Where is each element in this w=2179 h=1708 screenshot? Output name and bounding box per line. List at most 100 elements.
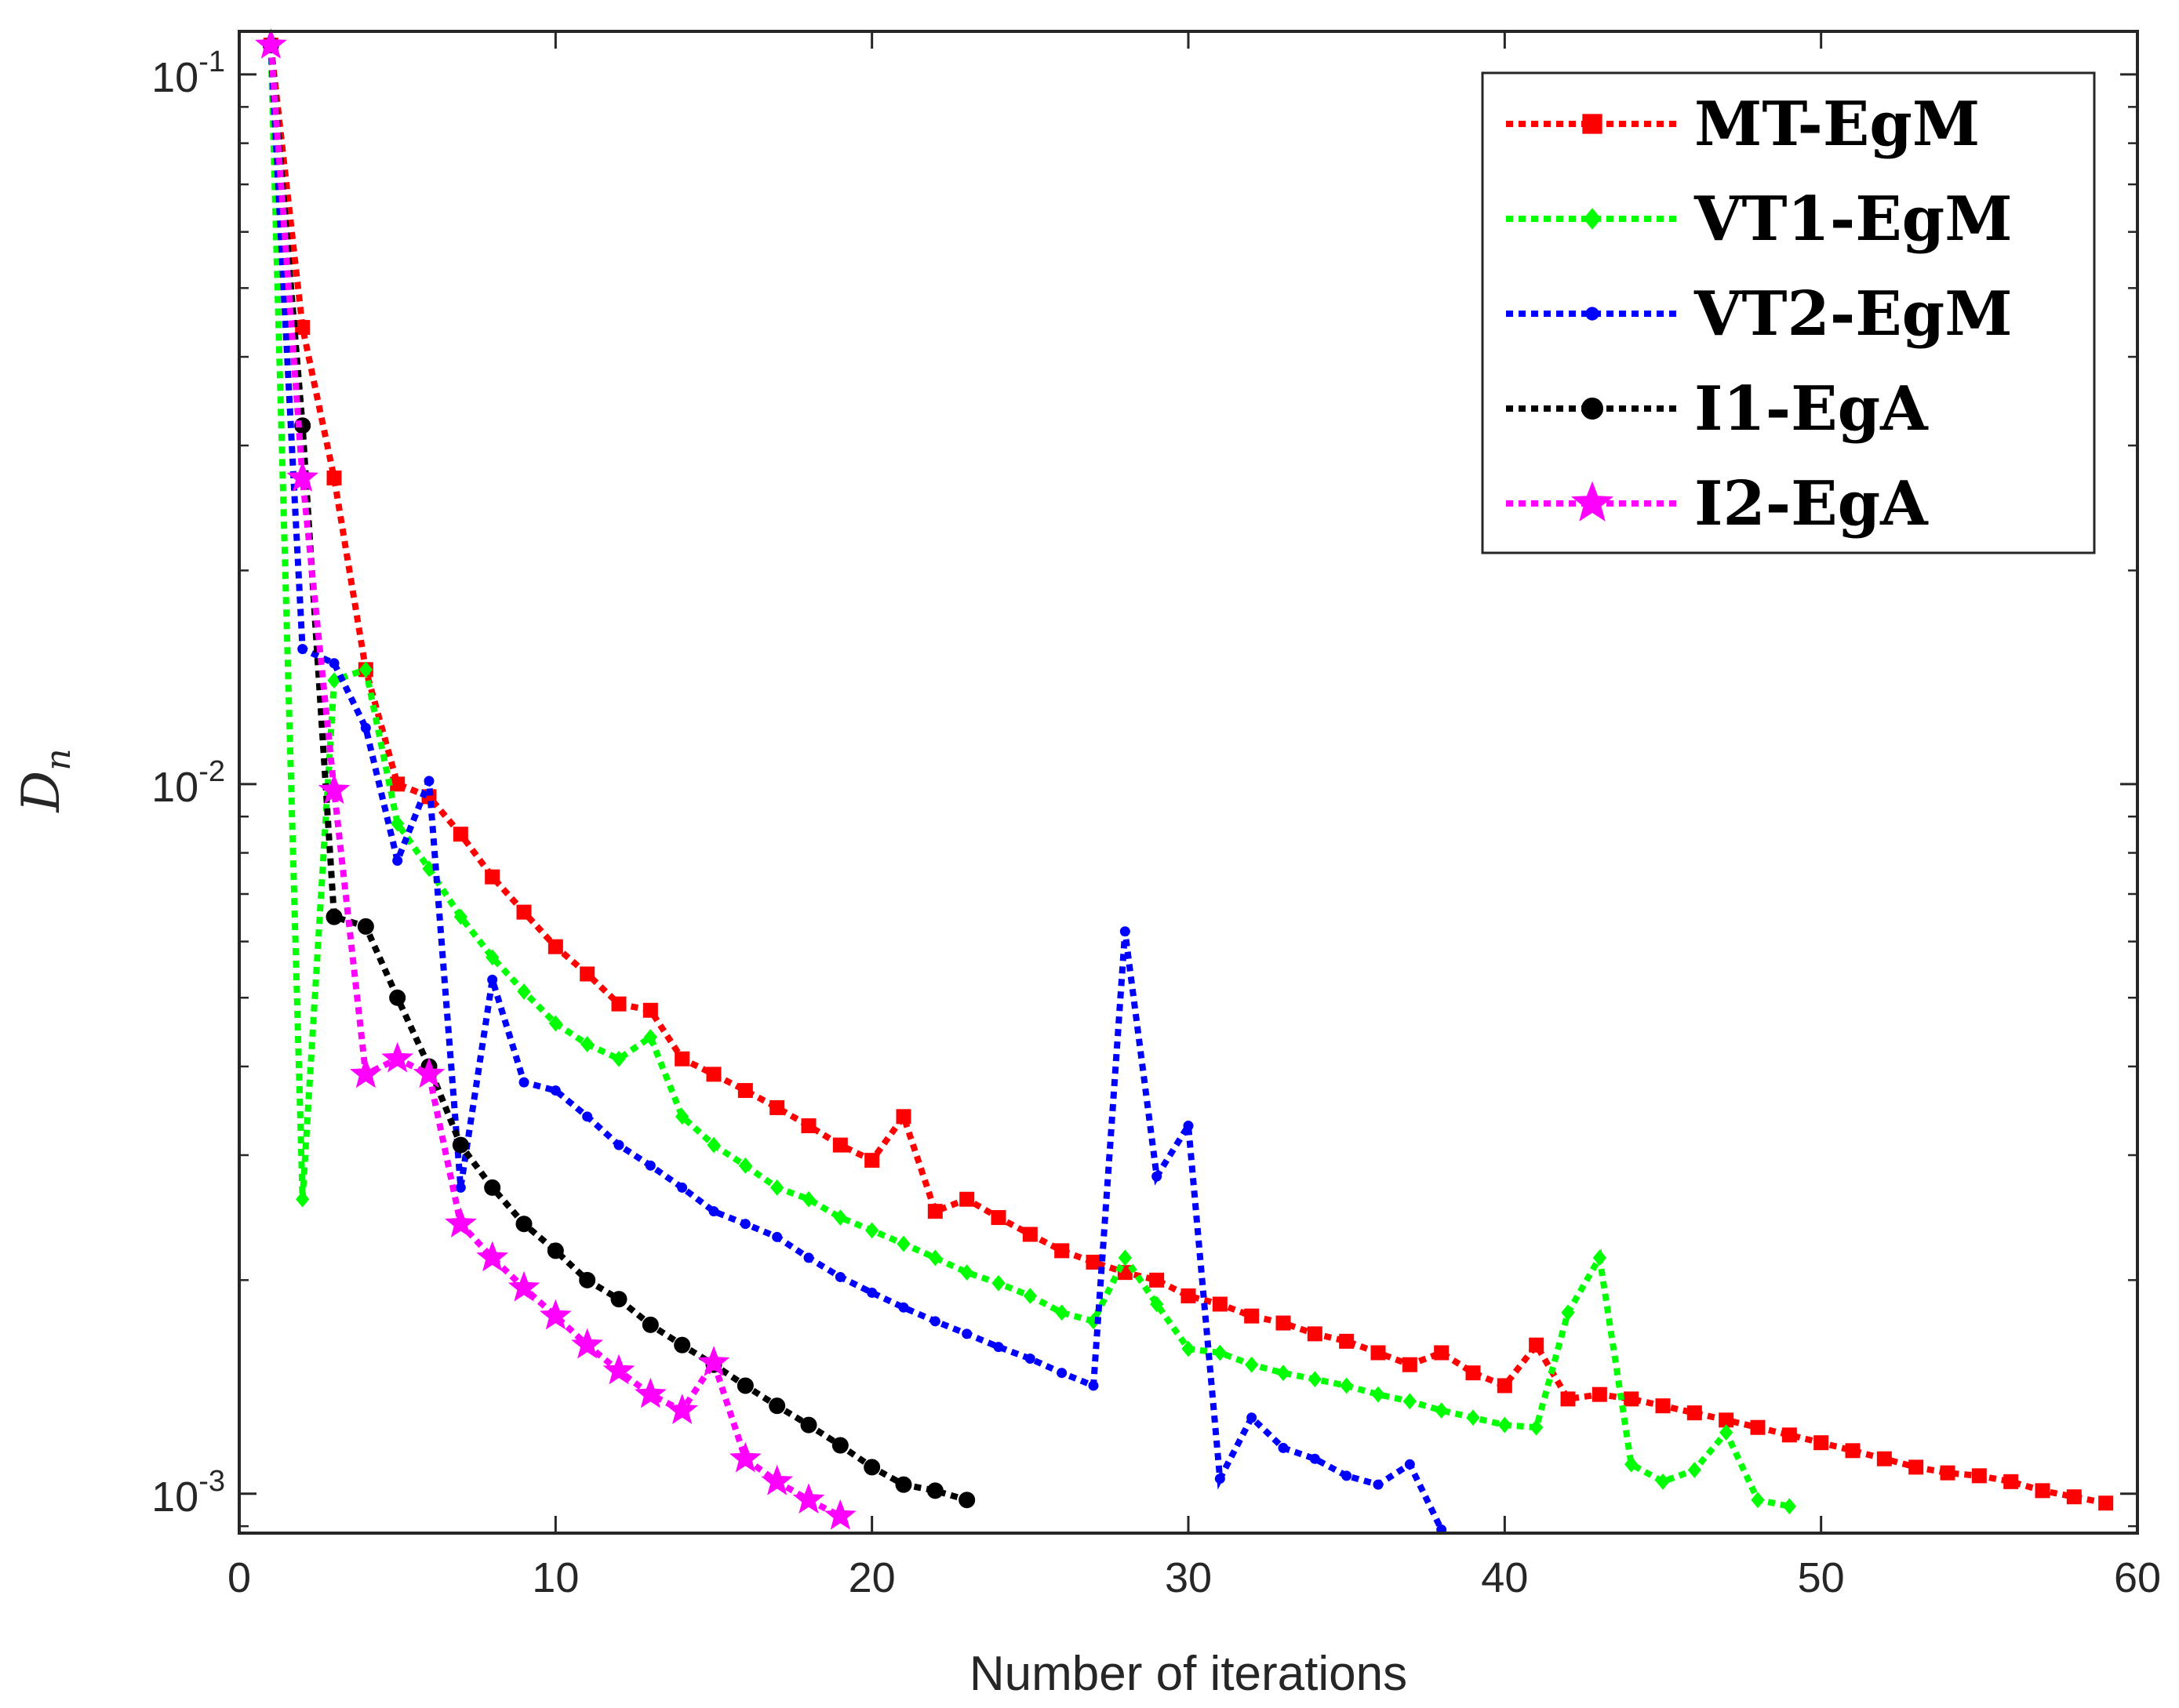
data-point-vt1-egm: [358, 661, 373, 678]
data-point-vt1-egm: [1656, 1473, 1670, 1490]
data-point-vt1-egm: [1213, 1344, 1227, 1361]
data-point-vt2-egm: [772, 1231, 783, 1242]
data-point-vt1-egm: [486, 949, 500, 966]
x-tick-label: 20: [849, 1554, 896, 1601]
x-tick-label: 10: [532, 1554, 579, 1601]
data-point-vt1-egm: [1751, 1492, 1765, 1509]
data-point-vt1-egm: [391, 815, 405, 832]
legend-marker-mt-egm: [1582, 114, 1602, 134]
series-line-mt-egm: [267, 45, 2107, 1506]
data-point-vt1-egm: [1023, 1288, 1037, 1304]
data-point-vt2-egm: [1088, 1380, 1099, 1391]
data-point-i1-ega: [389, 989, 406, 1006]
y-tick-label-base: 10: [151, 1474, 198, 1521]
data-point-mt-egm: [611, 996, 627, 1012]
data-point-i2-ega: [381, 1041, 414, 1073]
series-i1-ega: [262, 36, 976, 1509]
y-tick-label-exponent: -1: [198, 45, 225, 78]
data-point-vt1-egm: [1687, 1462, 1701, 1478]
data-point-vt2-egm: [1246, 1412, 1257, 1423]
data-point-mt-egm: [580, 966, 595, 982]
data-point-mt-egm: [326, 470, 342, 485]
data-point-i2-ega: [286, 461, 319, 492]
legend-label-mt-egm: MT-EgM: [1694, 89, 1980, 160]
data-point-vt2-egm: [1183, 1121, 1194, 1132]
data-point-mt-egm: [1781, 1427, 1797, 1443]
legend-label-vt1-egm: VT1-EgM: [1693, 184, 2013, 255]
x-tick-label: 0: [227, 1554, 251, 1601]
data-point-mt-egm: [1212, 1296, 1228, 1312]
data-point-vt2-egm: [677, 1182, 688, 1193]
data-point-mt-egm: [516, 904, 532, 920]
data-point-mt-egm: [769, 1099, 785, 1115]
x-tick-label: 50: [1798, 1554, 1845, 1601]
x-tick-label: 30: [1165, 1554, 1212, 1601]
data-point-mt-egm: [1307, 1326, 1322, 1342]
data-point-mt-egm: [1813, 1435, 1829, 1451]
data-point-vt1-egm: [1497, 1416, 1511, 1434]
data-point-vt1-egm: [675, 1108, 689, 1125]
legend-marker-i1-ega: [1581, 398, 1603, 420]
data-point-mt-egm: [832, 1137, 848, 1153]
data-point-vt1-egm: [1466, 1409, 1480, 1426]
data-point-vt2-egm: [835, 1271, 846, 1282]
data-point-vt1-egm: [1592, 1249, 1606, 1266]
legend-marker-vt2-egm: [1585, 307, 1599, 321]
data-point-vt2-egm: [1341, 1470, 1352, 1481]
data-point-vt1-egm: [548, 1015, 562, 1032]
data-point-vt2-egm: [329, 658, 340, 669]
data-point-i1-ega: [357, 918, 374, 935]
y-tick-label: 10-3: [151, 1465, 225, 1521]
data-point-vt2-egm: [740, 1219, 751, 1230]
data-point-vt1-egm: [991, 1274, 1006, 1292]
data-point-i2-ega: [792, 1483, 825, 1514]
data-point-mt-egm: [927, 1204, 943, 1219]
data-point-vt2-egm: [1214, 1474, 1225, 1485]
data-point-vt1-egm: [865, 1222, 879, 1239]
data-point-vt1-egm: [1245, 1356, 1259, 1373]
data-point-vt1-egm: [1530, 1419, 1544, 1436]
data-point-vt1-egm: [1340, 1377, 1354, 1394]
data-point-vt1-egm: [928, 1249, 942, 1266]
data-point-i2-ega: [761, 1464, 794, 1495]
series-line-vt2-egm: [267, 45, 1445, 1532]
data-point-i2-ega: [666, 1394, 699, 1424]
data-point-vt1-egm: [612, 1050, 626, 1067]
data-point-mt-egm: [1149, 1272, 1165, 1288]
data-point-mt-egm: [1845, 1443, 1861, 1459]
data-point-i2-ega: [602, 1354, 635, 1385]
y-tick-label-exponent: -3: [198, 1465, 225, 1498]
data-point-mt-egm: [1750, 1419, 1766, 1435]
data-point-i2-ega: [349, 1057, 382, 1088]
data-point-vt1-egm: [580, 1036, 595, 1052]
data-point-vt1-egm: [897, 1235, 911, 1252]
data-point-mt-egm: [295, 320, 311, 336]
data-point-vt2-egm: [297, 644, 308, 655]
data-point-mt-egm: [1339, 1333, 1355, 1349]
data-point-i1-ega: [452, 1136, 469, 1154]
legend-label-i2-ega: I2-EgA: [1694, 468, 1929, 540]
data-point-mt-egm: [1686, 1405, 1702, 1421]
data-point-vt1-egm: [1402, 1393, 1417, 1410]
data-point-mt-egm: [864, 1153, 880, 1168]
data-point-i1-ega: [484, 1179, 501, 1196]
data-point-vt2-egm: [1151, 1171, 1162, 1182]
data-point-vt2-egm: [1278, 1442, 1289, 1453]
data-point-mt-egm: [2098, 1495, 2114, 1511]
data-point-i1-ega: [895, 1476, 912, 1493]
data-point-vt1-egm: [1276, 1365, 1290, 1382]
data-point-i2-ega: [444, 1207, 477, 1238]
data-point-vt1-egm: [1561, 1304, 1575, 1321]
data-point-vt2-egm: [1404, 1459, 1415, 1470]
data-point-mt-egm: [485, 869, 500, 885]
data-point-vt1-egm: [1181, 1340, 1195, 1357]
data-point-i2-ega: [729, 1441, 762, 1473]
data-point-mt-egm: [1908, 1459, 1924, 1475]
data-point-i1-ega: [737, 1377, 754, 1394]
data-point-mt-egm: [1402, 1357, 1417, 1372]
data-point-mt-egm: [547, 939, 563, 954]
data-point-mt-egm: [1370, 1345, 1386, 1361]
data-point-vt2-egm: [392, 855, 403, 866]
data-point-vt2-egm: [1119, 926, 1130, 937]
